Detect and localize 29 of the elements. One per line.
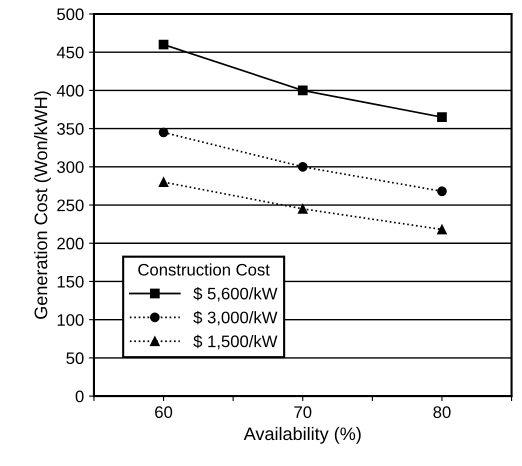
point (158, 128, 168, 138)
y-tick-label: 100 (58, 314, 84, 326)
y-tick-label: 250 (57, 199, 84, 212)
x-axis-title: Availability (%) (244, 426, 361, 444)
y-tick-label: 150 (58, 276, 84, 288)
y-tick-label: 500 (57, 8, 84, 20)
point (437, 186, 447, 196)
point (437, 224, 447, 234)
legend-label: $ 3,000/kW (193, 310, 278, 326)
y-tick-label: 0 (76, 390, 84, 402)
point (158, 177, 168, 187)
y-tick-label: 50 (66, 352, 84, 364)
x-tick-label: 70 (294, 406, 312, 418)
y-axis-title: Generation Cost (Won/kWH) (34, 91, 51, 319)
legend-label: $ 5,600/kW (193, 286, 278, 302)
y-tick-label: 200 (57, 238, 84, 250)
point (298, 162, 308, 172)
point (437, 112, 447, 122)
y-tick-label: 350 (57, 123, 84, 135)
y-tick-label: 400 (56, 84, 84, 97)
x-tick-label: 80 (433, 406, 451, 418)
point (298, 204, 308, 214)
legend-label: $ 1,500/kW (193, 334, 278, 350)
point (298, 86, 308, 96)
point (158, 40, 168, 50)
y-tick-label: 450 (56, 46, 84, 58)
legend-title: Construction Cost (138, 263, 270, 276)
y-tick-label: 300 (57, 161, 84, 174)
x-tick-label: 60 (155, 406, 172, 418)
